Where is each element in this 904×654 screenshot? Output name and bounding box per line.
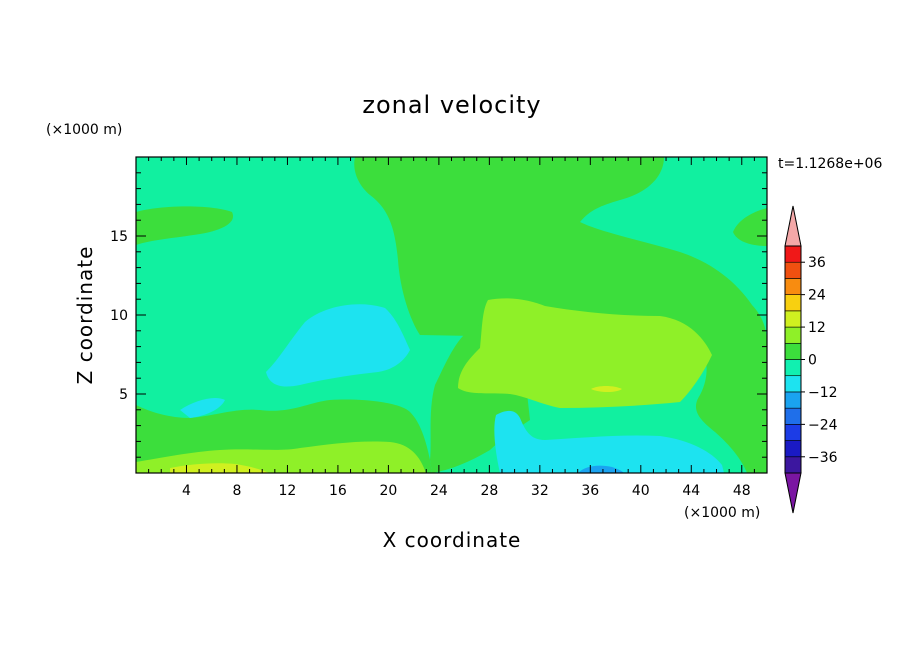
x-tick-label: 32 bbox=[531, 483, 549, 499]
colorbar-label: −24 bbox=[808, 417, 838, 433]
x-axis-label: X coordinate bbox=[383, 528, 522, 552]
colorbar-bin bbox=[784, 424, 802, 441]
colorbar-label: 12 bbox=[808, 320, 826, 336]
contour-region-mid-negative-core bbox=[266, 304, 410, 387]
y-axis: 5 10 15 bbox=[110, 172, 767, 458]
colorbar-bin bbox=[784, 245, 802, 263]
contour-region-small-maximum bbox=[591, 386, 622, 392]
y-tick-label: 10 bbox=[110, 308, 128, 324]
colorbar-bin bbox=[784, 407, 802, 425]
x-tick-label: 44 bbox=[682, 483, 700, 499]
contour-region-near-surface-negative bbox=[494, 410, 724, 473]
plot-area bbox=[136, 157, 767, 473]
colorbar-bin bbox=[784, 391, 802, 409]
colorbar-bin bbox=[784, 342, 802, 360]
time-label: t=1.1268e+06 bbox=[778, 156, 882, 172]
colorbar-bin bbox=[784, 326, 802, 344]
colorbar-bin bbox=[784, 294, 802, 312]
x-axis: 4 8 12 16 20 24 28 32 36 40 44 48 bbox=[148, 157, 755, 499]
colorbar-bin bbox=[784, 310, 802, 328]
chart-title: zonal velocity bbox=[362, 91, 541, 119]
contour-region-mid-positive-core bbox=[458, 298, 712, 408]
x-unit-label: (×1000 m) bbox=[684, 505, 760, 521]
y-tick-label: 5 bbox=[119, 387, 128, 403]
colorbar-bin bbox=[784, 261, 802, 279]
contour-region-left-negative-patch bbox=[180, 398, 225, 418]
colorbar-lower-triangle bbox=[784, 472, 802, 514]
x-tick-label: 24 bbox=[430, 483, 448, 499]
y-axis-label: Z coordinate bbox=[73, 246, 97, 385]
x-tick-label: 28 bbox=[480, 483, 498, 499]
x-tick-label: 36 bbox=[581, 483, 599, 499]
colorbar-bin bbox=[784, 375, 802, 393]
x-tick-label: 12 bbox=[279, 483, 297, 499]
x-tick-label: 40 bbox=[632, 483, 650, 499]
colorbar-bin bbox=[784, 359, 802, 377]
colorbar-bin bbox=[784, 278, 802, 295]
colorbar: −36 −24 −12 0 12 24 36 bbox=[784, 205, 838, 514]
contour-region-upper-left-patch bbox=[136, 206, 234, 245]
colorbar-upper-triangle bbox=[784, 205, 802, 247]
y-tick-label: 15 bbox=[110, 229, 128, 245]
colorbar-label: 24 bbox=[808, 288, 826, 304]
contour-region-surface-yellow bbox=[170, 463, 270, 473]
colorbar-label: 0 bbox=[808, 353, 817, 369]
x-tick-label: 8 bbox=[232, 483, 241, 499]
contour-region-surface-minimum bbox=[578, 465, 624, 473]
colorbar-bin bbox=[784, 456, 802, 474]
y-unit-label: (×1000 m) bbox=[46, 122, 122, 138]
x-tick-label: 20 bbox=[379, 483, 397, 499]
x-tick-label: 4 bbox=[182, 483, 191, 499]
x-tick-label: 48 bbox=[733, 483, 751, 499]
colorbar-label: 36 bbox=[808, 255, 826, 271]
x-tick-label: 16 bbox=[329, 483, 347, 499]
colorbar-label: −12 bbox=[808, 385, 838, 401]
colorbar-bin bbox=[784, 440, 802, 458]
colorbar-label: −36 bbox=[808, 450, 838, 466]
